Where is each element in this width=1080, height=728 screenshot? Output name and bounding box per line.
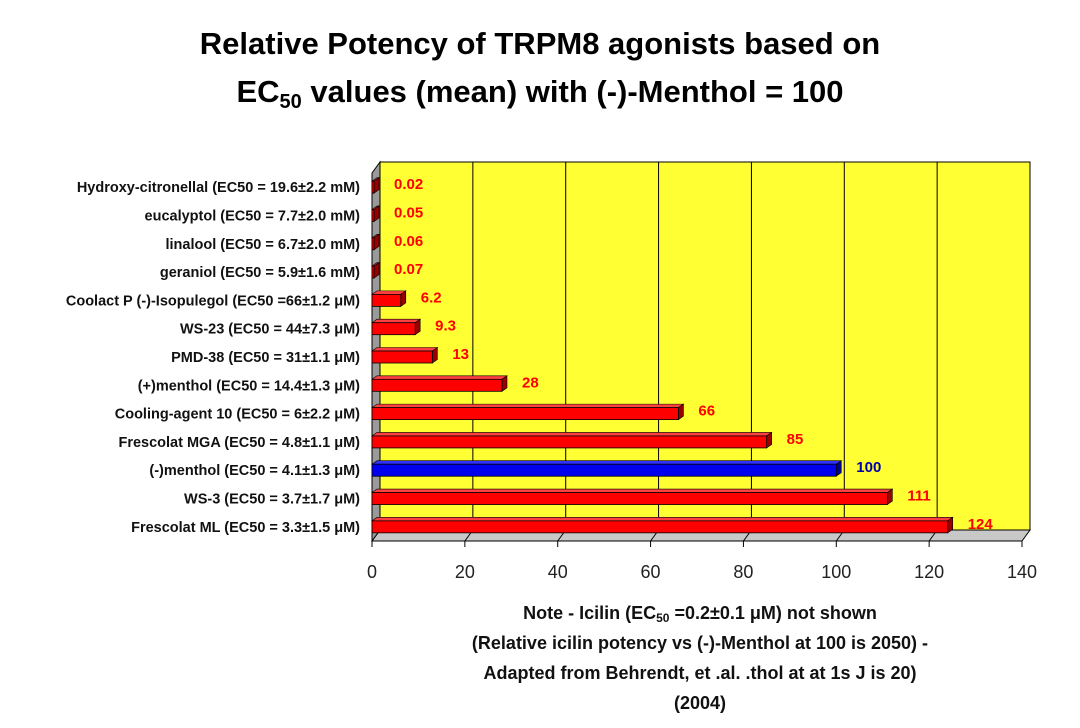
- category-label: eucalyptol (EC50 = 7.7±2.0 mM): [145, 208, 361, 224]
- note-line-2: (Relative icilin potency vs (-)-Menthol …: [471, 633, 929, 653]
- bar: [371, 346, 439, 364]
- note-line-4: (2004): [673, 693, 727, 713]
- bar: [371, 516, 954, 534]
- bar: [371, 488, 894, 506]
- category-label: WS-23 (EC50 = 44±7.3 μM): [180, 322, 360, 338]
- x-tick-label: 140: [1007, 562, 1037, 582]
- x-tick-label: 0: [367, 562, 377, 582]
- category-label: Hydroxy-citronellal (EC50 = 19.6±2.2 mM): [77, 180, 360, 196]
- value-label: 13: [452, 346, 469, 363]
- bar-chart: 0 20 40 60 80 100 120 140 Hydroxy-citronellal (E…: [66, 160, 1037, 582]
- note-line-1: Note - Icilin (EC50 =0.2±0.1 μM) not sho…: [523, 603, 877, 625]
- category-label: (-)menthol (EC50 = 4.1±1.3 μM): [149, 463, 360, 479]
- category-label: Coolact P (-)-Isopulegol (EC50 =66±1.2 μ…: [66, 293, 360, 309]
- bar: [371, 318, 422, 336]
- bar: [371, 262, 380, 279]
- value-label: 0.06: [394, 233, 423, 250]
- x-tick-label: 100: [821, 562, 851, 582]
- value-label: 0.05: [394, 204, 423, 221]
- chart-title-line-2: EC50 values (mean) with (-)-Menthol = 10…: [236, 74, 844, 113]
- value-label: 111: [907, 488, 930, 505]
- value-label: 6.2: [421, 289, 442, 306]
- bar: [371, 375, 508, 392]
- category-label: WS-3 (EC50 = 3.7±1.7 μM): [184, 492, 360, 508]
- bar: [371, 460, 843, 477]
- value-label: 100: [856, 459, 881, 476]
- category-label: geraniol (EC50 = 5.9±1.6 mM): [160, 265, 360, 281]
- value-label: 9.3: [435, 318, 456, 335]
- category-label: PMD-38 (EC50 = 31±1.1 μM): [171, 350, 360, 366]
- bar: [371, 177, 380, 194]
- category-label: linalool (EC50 = 6.7±2.0 mM): [165, 237, 360, 253]
- value-label: 85: [787, 431, 804, 448]
- value-label: 0.07: [394, 261, 423, 278]
- category-label: (+)menthol (EC50 = 14.4±1.3 μM): [138, 378, 360, 394]
- category-label: Frescolat ML (EC50 = 3.3±1.5 μM): [131, 520, 360, 536]
- chart-title-line-1: Relative Potency of TRPM8 agonists based…: [199, 26, 881, 61]
- bar: [371, 233, 380, 251]
- bar: [371, 205, 380, 223]
- value-label: 0.02: [394, 176, 423, 193]
- category-label: Cooling-agent 10 (EC50 = 6±2.2 μM): [115, 407, 360, 423]
- x-tick-label: 40: [548, 562, 568, 582]
- note-line-3: Adapted from Behrendt, et .al. .thol at …: [483, 663, 917, 683]
- bar: [371, 403, 685, 421]
- x-tick-label: 60: [641, 562, 661, 582]
- x-tick-label: 120: [914, 562, 944, 582]
- value-label: 28: [522, 374, 539, 391]
- x-tick-label: 80: [733, 562, 753, 582]
- value-label: 124: [968, 516, 994, 533]
- category-label: Frescolat MGA (EC50 = 4.8±1.1 μM): [118, 435, 360, 451]
- value-label: 66: [698, 403, 715, 420]
- bar: [371, 290, 407, 307]
- x-tick-label: 20: [455, 562, 475, 582]
- bar: [371, 431, 773, 449]
